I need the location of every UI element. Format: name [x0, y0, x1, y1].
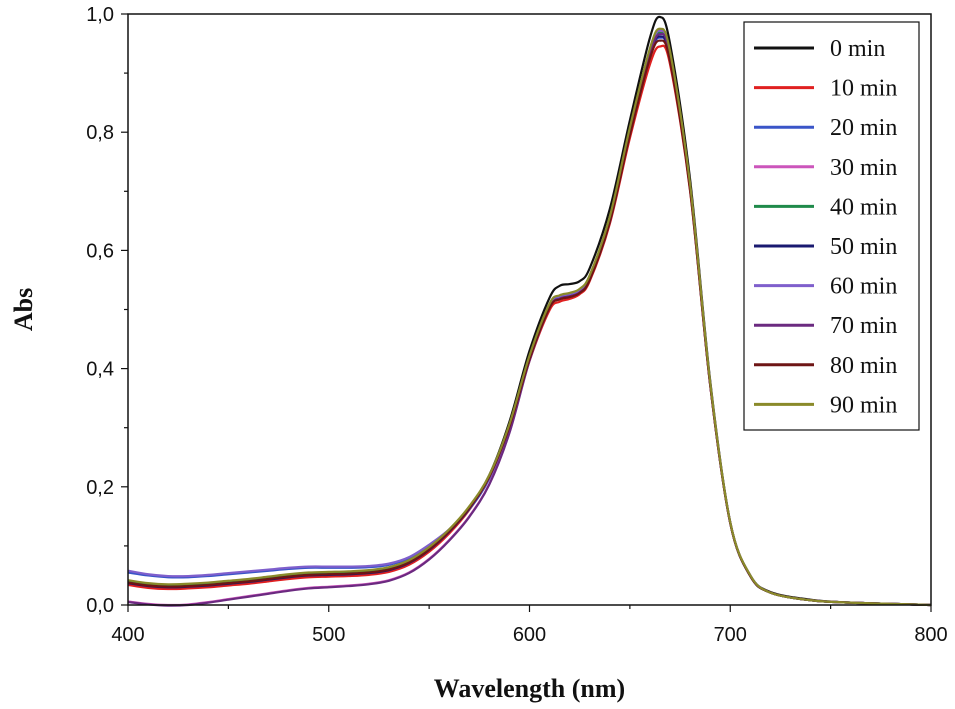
y-tick-label: 0,2	[86, 477, 114, 499]
y-tick-label: 0,8	[86, 122, 114, 144]
legend-label: 50 min	[830, 234, 897, 260]
x-tick-label: 800	[914, 624, 947, 646]
legend-label: 80 min	[830, 353, 897, 379]
x-tick-label: 700	[714, 624, 747, 646]
series-layer	[127, 15, 932, 607]
legend-label: 20 min	[830, 115, 897, 141]
legend-label: 10 min	[830, 76, 897, 102]
legend-label: 90 min	[830, 392, 897, 418]
y-tick-label: 0,6	[86, 240, 114, 262]
x-tick-label: 600	[513, 624, 546, 646]
y-tick-label: 0,4	[86, 359, 114, 381]
legend-box	[743, 21, 920, 431]
y-axis: 0,0 0,2 0,4 0,6 0,8 1,0	[86, 4, 128, 617]
x-axis: 400 500 600 700 800	[111, 605, 948, 646]
y-axis-title: Abs	[9, 288, 38, 331]
y-tick-label: 0,0	[86, 595, 114, 617]
legend-label: 0 min	[830, 36, 885, 62]
legend-label: 30 min	[830, 155, 897, 181]
legend-label: 60 min	[830, 274, 897, 300]
series-line-90-min	[127, 27, 932, 607]
legend-label: 40 min	[830, 194, 897, 220]
x-tick-label: 500	[312, 624, 345, 646]
x-axis-title: Wavelength (nm)	[434, 674, 625, 703]
legend: 0 min 10 min 20 min 30 min 40 min 50 min 60 mi…	[743, 21, 920, 431]
y-tick-label: 1,0	[86, 4, 114, 26]
legend-label: 70 min	[830, 313, 897, 339]
x-tick-label: 400	[111, 624, 144, 646]
